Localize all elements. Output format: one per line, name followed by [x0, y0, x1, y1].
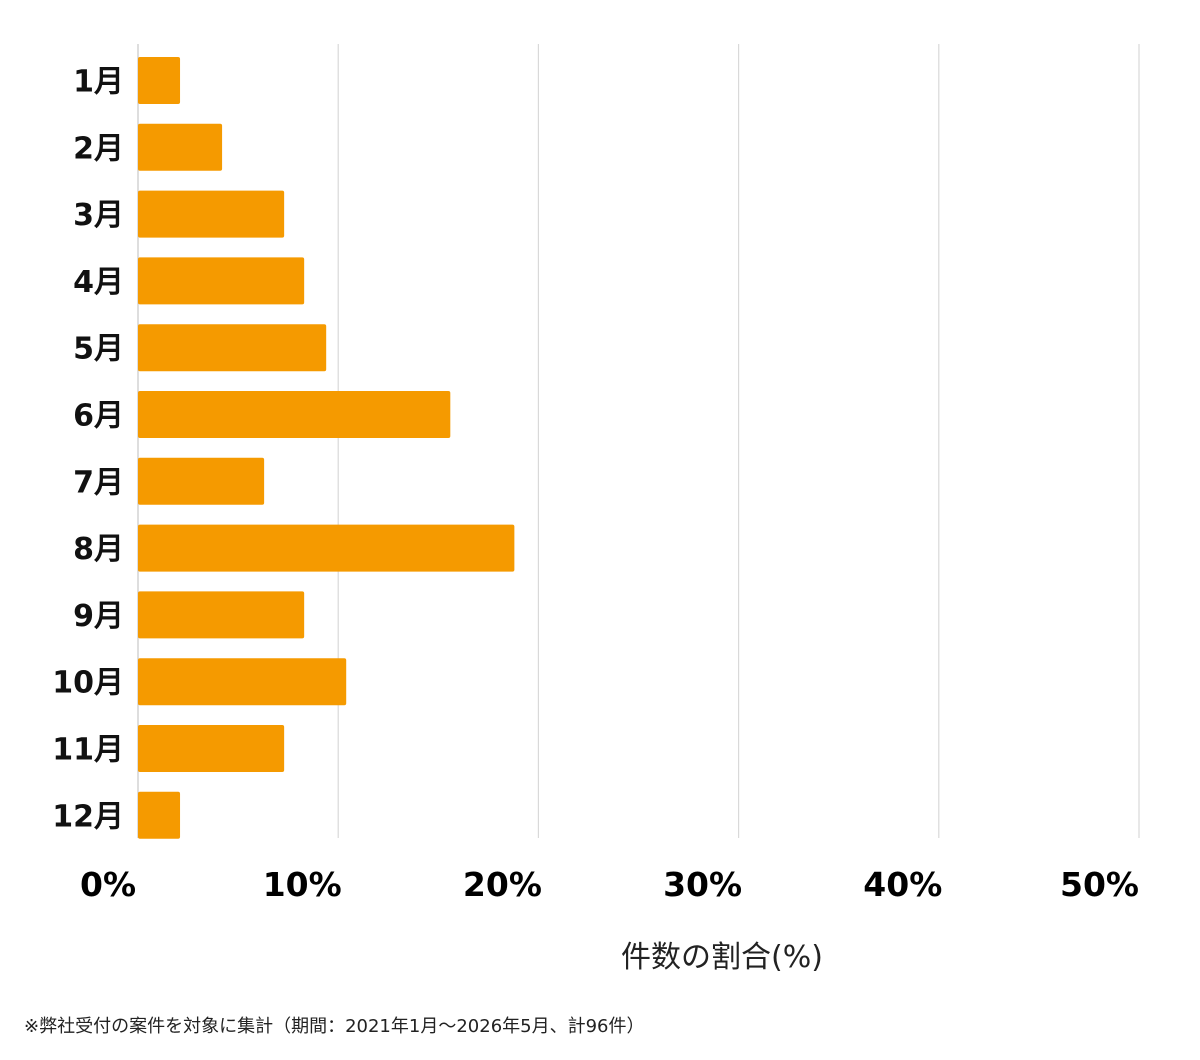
category-label: 5月 [73, 332, 124, 367]
bar [138, 457, 265, 505]
bar [138, 190, 285, 238]
x-tick-label: 30% [663, 865, 742, 904]
category-label: 4月 [73, 265, 124, 300]
x-axis-title: 件数の割合(%) [621, 940, 823, 975]
category-label: 6月 [73, 399, 124, 434]
x-tick-label: 40% [863, 865, 942, 904]
bar [138, 524, 515, 572]
footnote: ※弊社受付の案件を対象に集計（期間：2021年1月〜2026年5月、計96件） [24, 1016, 645, 1037]
category-label: 7月 [73, 465, 124, 500]
x-tick-label: 0% [80, 865, 136, 904]
category-label: 8月 [73, 532, 124, 567]
bar [138, 123, 223, 171]
bar [138, 257, 305, 305]
category-label: 12月 [52, 799, 124, 834]
category-labels: 1月 2月 3月 4月 5月 6月 7月 8月 9月 10月 11月 12月 [52, 65, 124, 835]
bar [138, 725, 285, 772]
bar [138, 324, 327, 372]
category-label: 11月 [52, 733, 124, 768]
bar [138, 658, 347, 706]
x-tick-label: 50% [1060, 865, 1139, 904]
x-tick-label: 20% [463, 865, 542, 904]
bar [138, 591, 305, 639]
category-label: 3月 [73, 198, 124, 233]
x-tick-labels: 0% 10% 20% 30% 40% 50% [80, 865, 1139, 904]
x-tick-label: 10% [263, 865, 342, 904]
category-label: 10月 [52, 666, 124, 701]
category-label: 1月 [73, 65, 124, 100]
bar [138, 391, 451, 438]
bars [138, 57, 515, 839]
grid-lines [137, 44, 1140, 838]
bar-chart: 1月 2月 3月 4月 5月 6月 7月 8月 9月 10月 11月 12月 0% 10% 20% 30% 4… [52, 44, 1140, 975]
bar [138, 57, 181, 104]
category-label: 2月 [73, 131, 124, 166]
bar [138, 791, 181, 839]
category-label: 9月 [73, 599, 124, 634]
